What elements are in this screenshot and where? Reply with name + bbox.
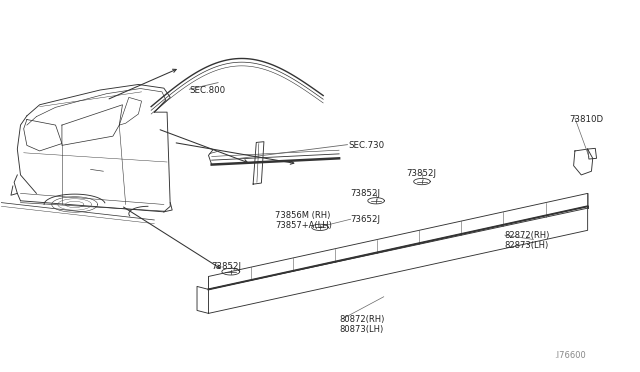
Text: 80872(RH): 80872(RH) [339,315,385,324]
Text: 73810D: 73810D [570,115,604,124]
Text: 73852J: 73852J [212,262,242,271]
Text: .I76600: .I76600 [554,350,586,360]
Text: 73652J: 73652J [351,215,381,224]
Text: 82873(LH): 82873(LH) [505,241,549,250]
Text: 82872(RH): 82872(RH) [505,231,550,240]
Text: 73852J: 73852J [406,169,436,177]
Text: 73852J: 73852J [351,189,381,198]
Text: 73856M (RH): 73856M (RH) [275,211,331,220]
Text: 80873(LH): 80873(LH) [339,325,383,334]
Text: SEC.800: SEC.800 [189,86,225,94]
Text: SEC.730: SEC.730 [349,141,385,150]
Text: 73857+A(LH): 73857+A(LH) [275,221,332,230]
